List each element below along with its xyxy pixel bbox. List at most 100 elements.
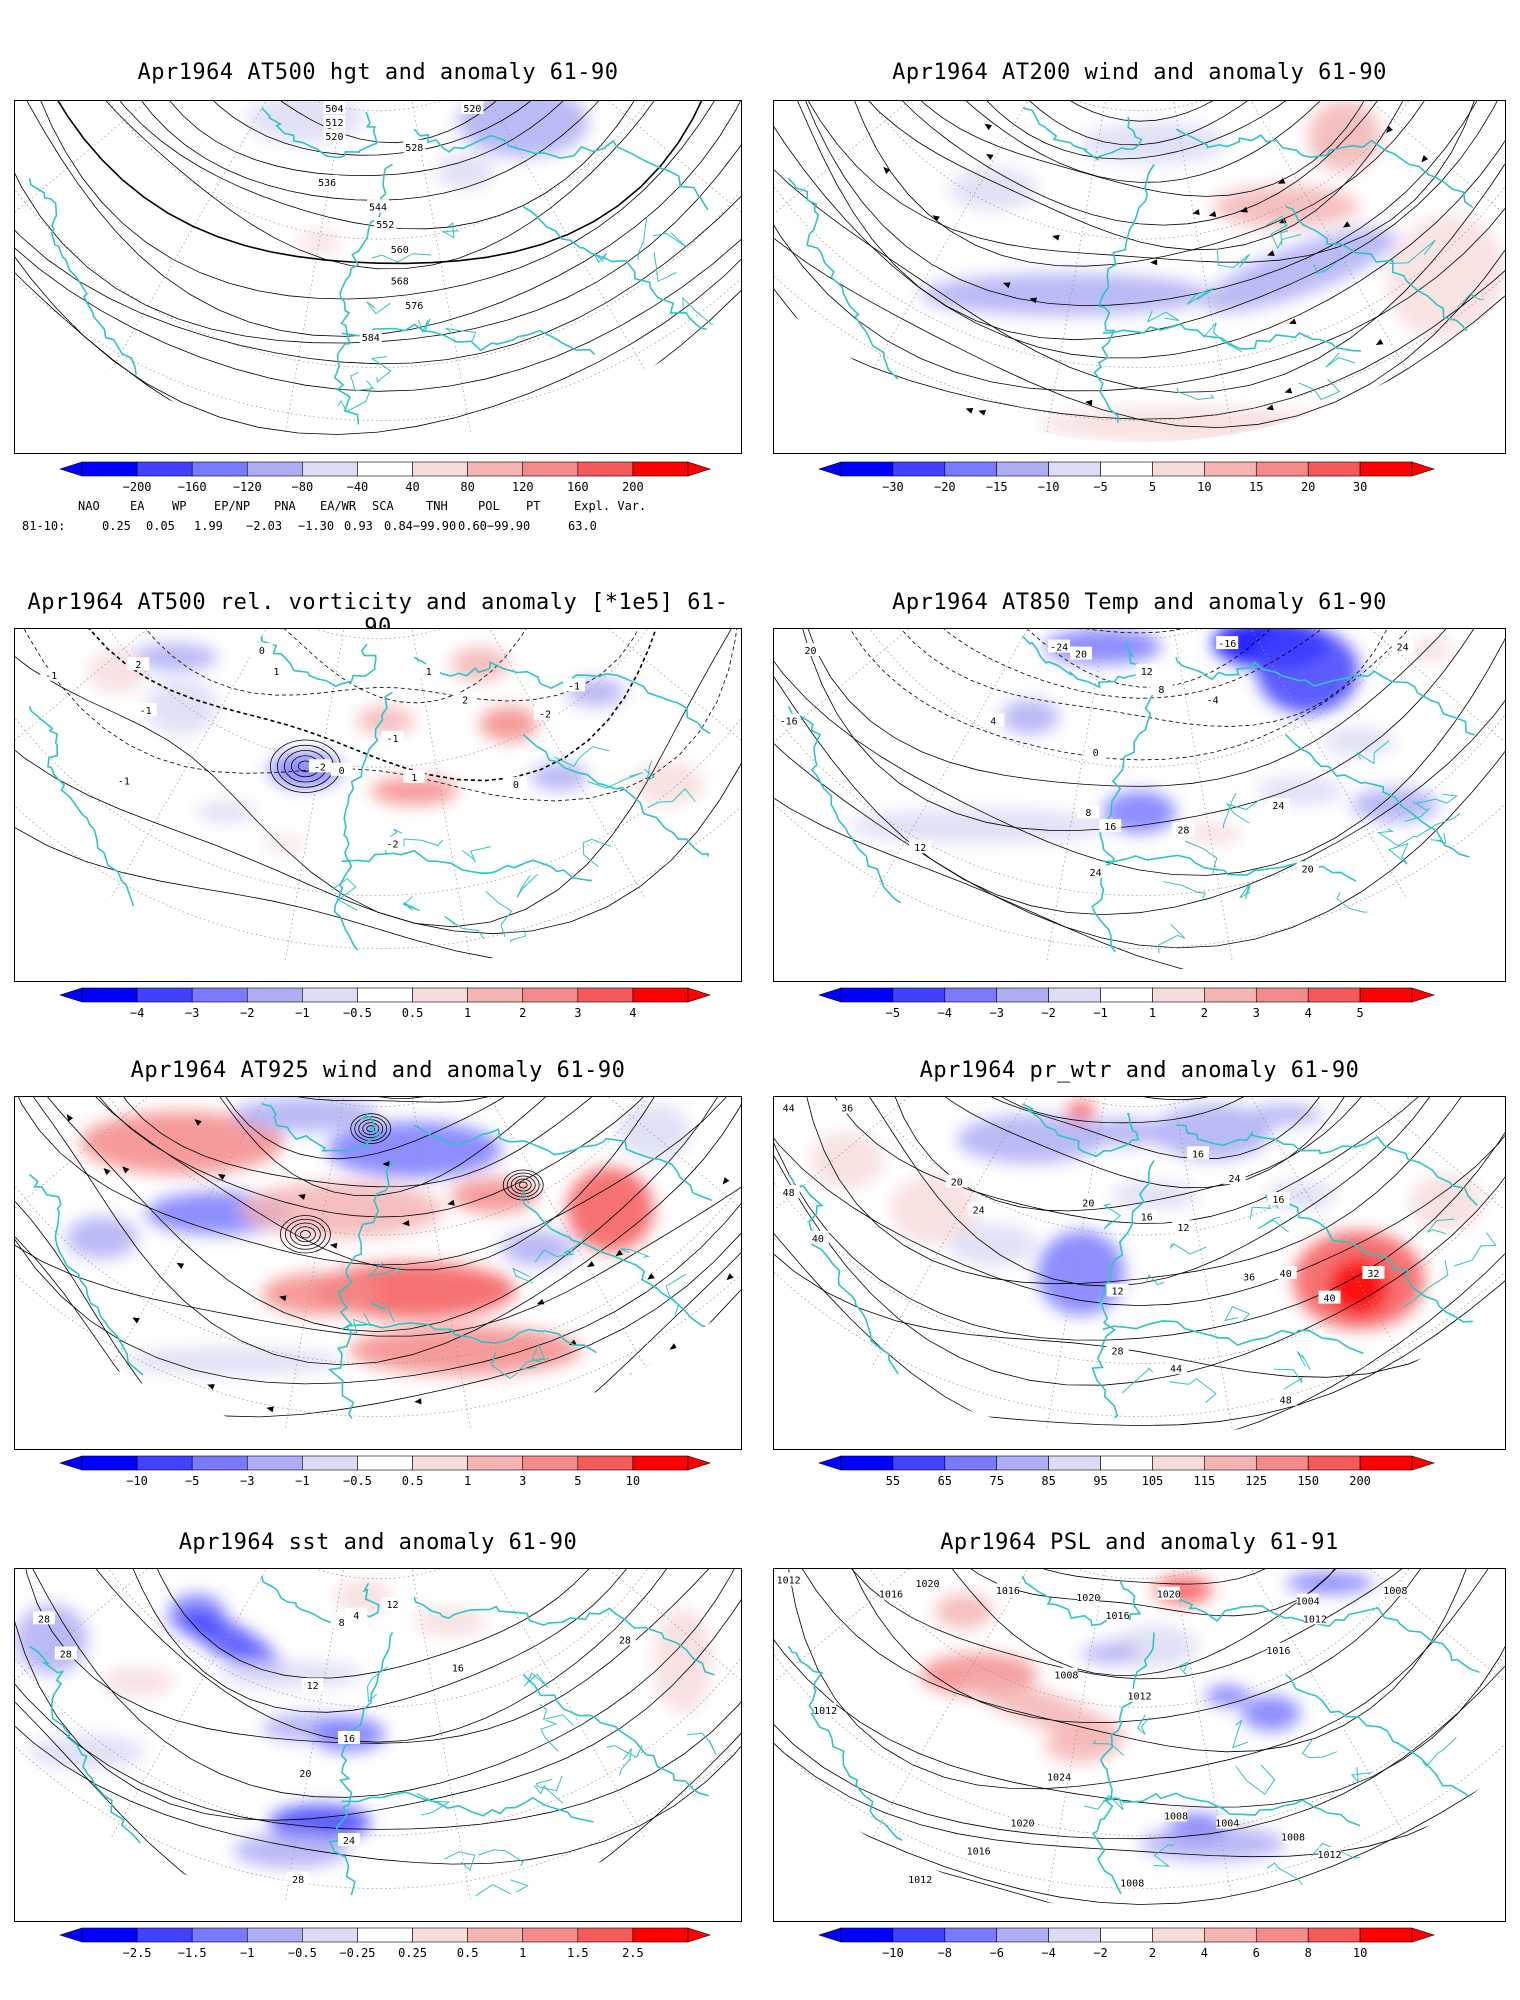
colorbar-swatch <box>892 1455 946 1471</box>
colorbar-swatch <box>467 987 524 1003</box>
anomaly-blob <box>1249 1104 1323 1126</box>
colorbar-swatch <box>996 1455 1049 1471</box>
grid-meridian <box>871 1569 1140 1839</box>
map-prwtr[interactable]: 44 36 48 40 20 24 20 16 12 12 16 36 40 44 24 16 28 40 48 32 <box>773 1096 1506 1450</box>
anomaly-blob <box>102 1667 175 1696</box>
colorbar-swatch <box>1152 1927 1205 1943</box>
contour-label-bg <box>1318 1847 1341 1861</box>
map-hgt500[interactable]: 504 512 520 520 528 536 544 552 560 568 576 584 <box>14 100 742 454</box>
contour-label-bg <box>112 773 135 787</box>
coastline <box>28 706 135 907</box>
country-border <box>1388 1860 1413 1871</box>
wind-arrow <box>1421 155 1429 163</box>
country-border <box>509 929 526 943</box>
contour-label-bg <box>1165 1808 1188 1822</box>
contour-label: 1008 <box>1164 1811 1188 1822</box>
wind-arrow <box>252 1441 260 1448</box>
contour-label-bg <box>1150 681 1173 695</box>
map-sst[interactable]: 28 28 12 16 20 24 28 4 8 12 16 28 <box>14 1568 742 1922</box>
country-border <box>1222 792 1237 829</box>
map-temp850[interactable]: 20 -16 -24 -16 20 12 8 4 0 8 12 16 24 28 24 20 -4 24 <box>773 628 1506 982</box>
contour-label-bg <box>1201 692 1224 706</box>
coastline <box>341 323 596 355</box>
panel-title: Apr1964 sst and anomaly 61-90 <box>178 1530 578 1555</box>
contour-line <box>774 101 1505 420</box>
country-border <box>554 746 610 767</box>
colorbar-arrow-high <box>687 461 711 477</box>
country-border <box>1084 1794 1124 1811</box>
map-wind925[interactable] <box>14 1096 742 1450</box>
country-border <box>352 1312 372 1334</box>
colorbar-tick-label: −120 <box>233 480 262 494</box>
colorbar-swatch <box>944 1927 998 1943</box>
country-border <box>1202 322 1243 353</box>
contour-labels: 504 512 520 520 528 536 544 552 560 568 576 584 <box>316 101 484 344</box>
contour-label: 48 <box>1280 1396 1292 1407</box>
colorbar-arrow-high <box>1411 461 1435 477</box>
colorbar-swatch <box>1359 1927 1413 1943</box>
country-border <box>1163 881 1207 902</box>
contour-line <box>774 101 1501 263</box>
wind-arrow <box>266 1406 274 1413</box>
contour-label: 24 <box>973 1206 985 1217</box>
coastline <box>413 1596 715 1676</box>
contour-label-bg <box>806 1230 829 1244</box>
anomaly-blob <box>1322 727 1396 756</box>
contour-label: 1020 <box>1157 1590 1181 1601</box>
colorbar-swatch <box>944 461 998 477</box>
colorbar-tick-label: −0.25 <box>339 1946 375 1960</box>
lat-lon-grid <box>15 1097 741 1439</box>
grid-meridian <box>110 101 379 371</box>
contour-label-bg <box>403 139 426 153</box>
contour-label-bg <box>1084 745 1107 759</box>
contour-label: 12 <box>386 1600 398 1611</box>
contour-label: 1016 <box>967 1847 991 1858</box>
colorbar-hgt500: −200 −160 −120 −80 −40 40 80 120 160 200 <box>59 461 711 502</box>
contour-label-bg <box>1077 805 1100 819</box>
grid-meridian <box>284 1569 379 1903</box>
panel-wind925: Apr1964 AT925 wind and anomaly 61-90 −10… <box>14 1058 742 1488</box>
contour-label-bg <box>916 1576 939 1590</box>
wind-arrow <box>984 123 992 131</box>
contour-line <box>15 1569 741 1830</box>
contour-lines <box>15 1569 741 1911</box>
colorbar-swatch <box>632 1927 689 1943</box>
coastline <box>787 1645 903 1841</box>
colorbar-psl: −10 −8 −6 −4 −2 2 4 6 8 10 <box>818 1927 1435 1968</box>
country-border <box>1420 371 1458 397</box>
contour-label-bg <box>1216 1815 1239 1829</box>
anomaly-blob <box>65 1216 139 1259</box>
wind-arrow <box>1386 125 1394 134</box>
contour-label: 20 <box>299 1769 311 1780</box>
colorbar-swatch <box>1204 1455 1257 1471</box>
country-border <box>1169 1242 1207 1255</box>
country-border <box>647 787 696 808</box>
colorbar-swatch <box>1359 1455 1413 1471</box>
map-vort500[interactable]: -1 -1 -1 2 0 1 -2 -1 0 1 2 -2 -1 0 1 -2 <box>14 628 742 982</box>
country-border <box>652 232 686 248</box>
contour-lines <box>774 1569 1505 1911</box>
colorbar-swatch <box>1255 1455 1309 1471</box>
coastline <box>413 1124 713 1202</box>
contour-labels: 44 36 48 40 20 24 20 16 12 12 16 36 40 44 24 16 28 40 48 32 <box>777 1100 1385 1407</box>
colorbar-tick-label: 3 <box>1253 1006 1260 1020</box>
country-border <box>1377 828 1414 847</box>
contour-line <box>15 1097 741 1418</box>
grid-meridian <box>1139 1097 1505 1248</box>
contour-label: 1012 <box>1303 1614 1327 1625</box>
map-psl[interactable]: 1012 1012 1016 1020 1016 1020 1020 1016 1004 1008… <box>773 1568 1506 1922</box>
anomaly-blob <box>247 101 364 144</box>
country-border <box>1422 1737 1457 1767</box>
contour-label-bg <box>301 1678 324 1692</box>
contour-line <box>55 1097 713 1218</box>
colorbar-tick-label: 200 <box>1349 1474 1371 1488</box>
colorbar-swatch <box>1100 461 1153 477</box>
coastline <box>1022 107 1143 161</box>
contour-label-bg <box>1165 1361 1188 1375</box>
contour-line <box>774 1569 1505 1808</box>
country-border <box>475 1879 529 1897</box>
contour-line <box>15 1097 741 1366</box>
contour-label-bg <box>1106 1607 1129 1621</box>
contour-label-bg <box>316 174 339 188</box>
map-wind200[interactable] <box>773 100 1506 454</box>
